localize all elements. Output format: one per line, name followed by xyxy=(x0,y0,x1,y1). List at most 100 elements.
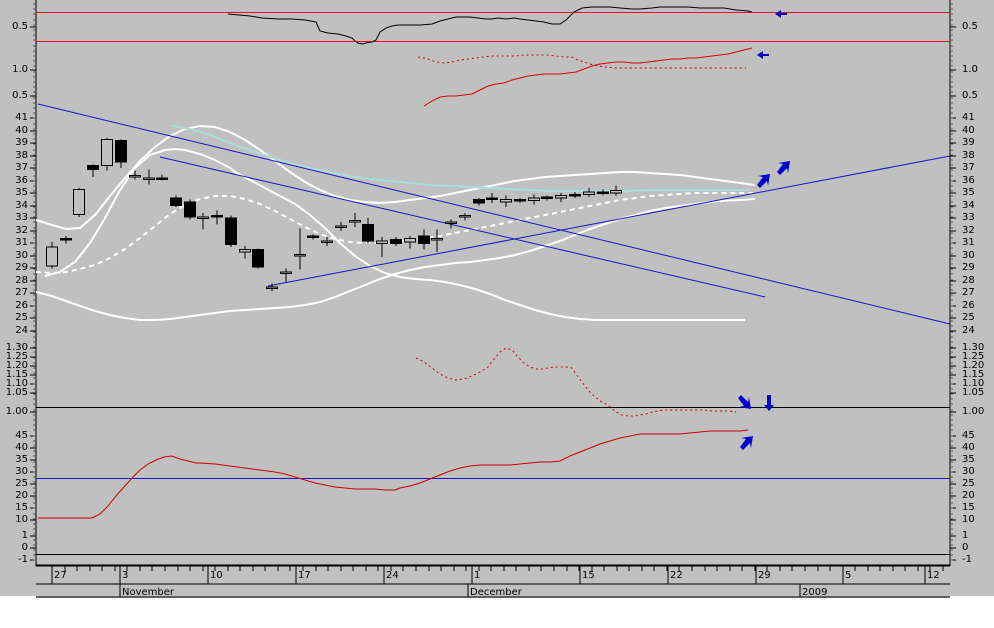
right-axis-label-12: 32 xyxy=(962,225,975,236)
right-axis-label-2: 0.5 xyxy=(962,90,978,101)
blue-trendline-down-2 xyxy=(159,156,766,298)
date-label-9: 5 xyxy=(845,570,852,581)
red-dotted-ratio xyxy=(417,54,746,69)
rsi-line xyxy=(38,429,749,519)
candle-body xyxy=(307,235,319,238)
right-axis-label-13: 31 xyxy=(962,237,975,248)
diag-arrow-b-glyph xyxy=(777,161,790,175)
left-axis-label-5: 39 xyxy=(15,137,28,148)
candlestick xyxy=(239,245,251,259)
left-axis-label-14: 30 xyxy=(15,250,28,261)
candlestick xyxy=(225,215,237,248)
left-axis-label-22: 1.25 xyxy=(5,351,28,362)
up-right-arrow xyxy=(740,436,753,450)
right-axis-label-35: 10 xyxy=(962,514,975,525)
left-axis-label-15: 29 xyxy=(15,262,28,273)
candle-body xyxy=(445,221,457,224)
down-arrow-glyph xyxy=(764,395,774,411)
candle-body xyxy=(266,286,278,290)
candlestick xyxy=(87,164,99,177)
month-label-0: November xyxy=(122,587,175,598)
candle-body xyxy=(184,201,196,218)
left-arrow-upper xyxy=(775,10,787,18)
right-axis-label-7: 37 xyxy=(962,162,975,173)
candlestick xyxy=(500,195,512,207)
candle-body xyxy=(376,240,388,244)
diag-arrow-a-glyph xyxy=(757,174,770,188)
candle-body xyxy=(597,191,609,194)
left-axis-label-26: 1.05 xyxy=(5,387,28,398)
left-axis-label-17: 27 xyxy=(15,287,28,298)
right-axis-label-10: 34 xyxy=(962,200,975,211)
date-axis-bar xyxy=(36,566,950,598)
left-axis-label-6: 38 xyxy=(15,150,28,161)
right-axis-label-33: 20 xyxy=(962,490,975,501)
right-axis-label-8: 36 xyxy=(962,175,975,186)
down-right-arrow xyxy=(738,395,751,409)
left-axis-label-9: 35 xyxy=(15,187,28,198)
date-label-4: 24 xyxy=(386,570,399,581)
candle-body xyxy=(349,220,361,223)
candle-body xyxy=(294,254,306,257)
candle-body xyxy=(459,215,471,218)
right-axis-label-4: 40 xyxy=(962,125,975,136)
date-label-1: 3 xyxy=(122,570,129,581)
right-axis-label-31: 30 xyxy=(962,466,975,477)
left-axis-label-25: 1.10 xyxy=(5,378,28,389)
candlestick xyxy=(280,268,292,283)
cyan-average-line xyxy=(171,125,750,192)
candlestick xyxy=(445,219,457,229)
left-axis-label-34: 15 xyxy=(15,502,28,513)
right-axis-label-32: 25 xyxy=(962,478,975,489)
candle-body xyxy=(514,198,526,202)
candle-body xyxy=(321,240,333,243)
right-axis-label-27: 1.00 xyxy=(962,406,985,417)
left-axis-label-27: 1.00 xyxy=(5,406,28,417)
date-label-8: 29 xyxy=(758,570,771,581)
right-axis-label-36: 1 xyxy=(962,530,969,541)
candlestick xyxy=(486,193,498,204)
candle-body xyxy=(101,138,113,167)
candlestick xyxy=(60,235,72,244)
candlestick xyxy=(376,237,388,258)
candlestick xyxy=(252,248,264,269)
left-axis-label-2: 0.5 xyxy=(12,90,28,101)
candlestick xyxy=(390,237,402,246)
candle-body xyxy=(225,217,237,246)
candlestick xyxy=(115,139,127,169)
candle-body xyxy=(486,197,498,201)
bollinger-upper xyxy=(35,124,756,231)
left-axis-label-32: 25 xyxy=(15,478,28,489)
left-axis-label-4: 40 xyxy=(15,125,28,136)
candle-body xyxy=(280,271,292,275)
left-axis-label-20: 24 xyxy=(15,325,28,336)
candle-body xyxy=(143,177,155,181)
down-right-arrow-glyph xyxy=(738,395,751,409)
left-axis-label-24: 1.15 xyxy=(5,369,28,380)
left-axis-label-1: 1.0 xyxy=(12,64,28,75)
candlestick xyxy=(418,229,430,250)
right-axis-label-26: 1.05 xyxy=(962,387,985,398)
right-axis-label-20: 24 xyxy=(962,325,975,336)
candlestick xyxy=(143,169,155,185)
candle-body xyxy=(170,197,182,207)
right-axis-label-0: 0.5 xyxy=(962,21,978,32)
left-axis-label-13: 31 xyxy=(15,237,28,248)
candlestick xyxy=(362,218,374,244)
right-axis-label-11: 33 xyxy=(962,212,975,223)
right-axis-label-17: 27 xyxy=(962,287,975,298)
candle-body xyxy=(73,188,85,215)
date-label-7: 22 xyxy=(670,570,683,581)
left-axis-label-38: -1 xyxy=(18,554,28,565)
candlestick xyxy=(541,195,553,201)
left-axis-label-12: 32 xyxy=(15,225,28,236)
date-label-5: 1 xyxy=(474,570,481,581)
candle-body xyxy=(362,224,374,242)
bollinger-lower xyxy=(35,198,756,321)
down-arrow xyxy=(764,395,774,411)
left-axis-label-28: 45 xyxy=(15,430,28,441)
candlestick xyxy=(528,194,540,205)
candle-body xyxy=(528,197,540,202)
